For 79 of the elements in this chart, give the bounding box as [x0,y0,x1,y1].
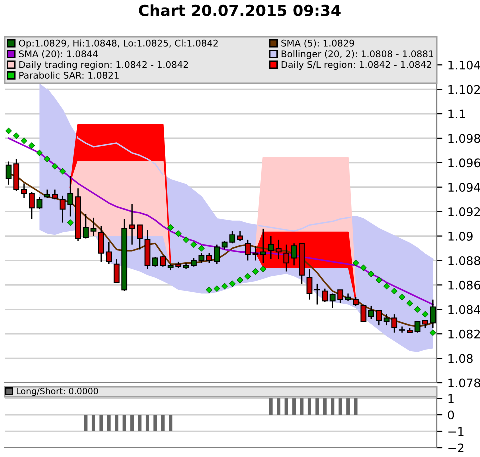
legend-label: Parabolic SAR: 1.0821 [20,72,119,79]
point [244,273,252,280]
candlestick [198,252,205,264]
y-tick-label: 1.1 [448,110,466,119]
legend-label: Daily S/L region: 1.0842 - 1.0842 [282,61,432,70]
point [252,268,259,275]
point [206,286,213,294]
candlestick [21,183,28,200]
point [190,242,198,248]
point [28,142,36,150]
candlestick [29,192,35,220]
candlestick [414,321,421,334]
point [368,270,375,278]
point [198,245,205,252]
point [13,132,20,140]
candlestick [90,217,97,237]
point [36,150,43,156]
point [175,230,182,238]
candlestick [268,236,274,260]
candlestick [276,239,282,260]
point [352,260,360,266]
point [260,266,267,273]
y-tick-label: 1.086 [448,280,480,290]
y-tick-label: 1.082 [448,330,480,339]
candlestick [83,214,89,240]
point [430,330,436,336]
candlestick [314,283,320,306]
y-tick-label: −1 [448,427,464,436]
y-tick-label: 1.078 [448,378,480,388]
y-tick-label: 1.102 [448,85,480,94]
point [183,236,190,244]
point [60,168,66,175]
candlestick [284,244,290,272]
point [6,128,12,134]
point [229,280,236,288]
y-tick-label: 1 [448,394,454,404]
point [360,264,367,272]
candlestick [137,224,143,250]
candlestick [306,268,313,300]
point [168,224,174,231]
y-tick-label: −2 [448,444,464,452]
candlestick [252,245,259,262]
point [376,277,382,284]
chart-title: Chart 20.07.2015 09:34 [139,4,341,16]
candlestick [245,239,251,262]
y-tick-label: 1.096 [448,158,480,168]
point [214,286,220,292]
point [222,283,228,290]
candlestick [260,228,266,264]
candlestick [237,230,244,242]
line-series [8,138,434,306]
legend-label: SMA (20): 1.0844 [19,50,98,59]
legend-label: Op:1.0829, Hi:1.0848, Lo:1.0825, Cl:1.0842 [19,40,218,49]
point [67,220,74,226]
candlestick [36,196,43,210]
legend-label: Long/Short: 0.0000 [17,388,98,396]
point [422,311,429,318]
legend-label: Bollinger (20, 2): 1.0808 - 1.0881 [282,50,434,60]
y-tick-label: 1.08 [448,354,473,364]
candlestick [129,204,136,246]
point [406,300,414,307]
y-tick-label: 1.092 [448,208,480,216]
point [391,288,398,295]
point [384,283,390,290]
candlestick [291,242,298,266]
candlestick [360,304,367,322]
y-tick-label: 1.088 [448,256,480,266]
point [52,163,58,170]
y-tick-label: 0 [448,410,454,420]
point [399,294,406,301]
candlestick [322,288,328,303]
point [21,138,28,144]
y-tick-label: 1.09 [448,232,473,241]
legend-label: Daily trading region: 1.0842 - 1.0842 [20,61,188,70]
legend-label: SMA (5): 1.0829 [282,40,354,48]
y-tick-label: 1.098 [448,134,480,144]
point [44,156,51,162]
point [414,306,421,313]
point [237,277,244,284]
